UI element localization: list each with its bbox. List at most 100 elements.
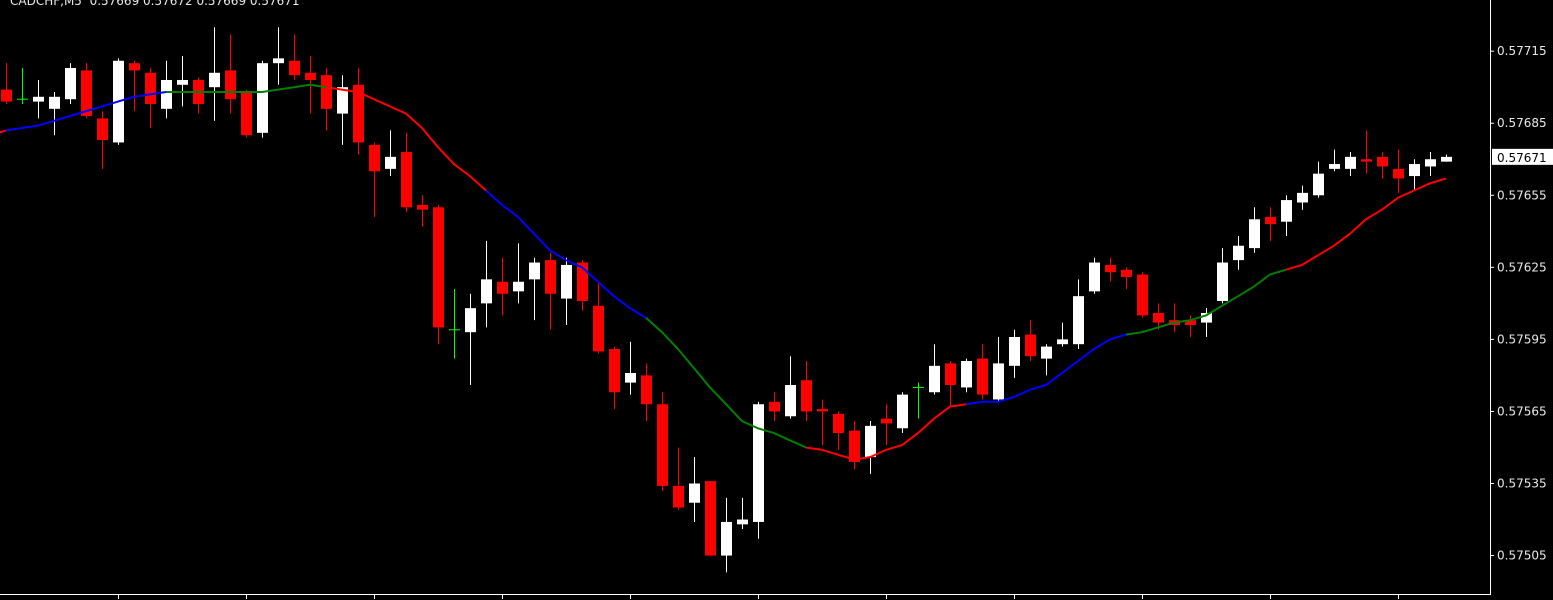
candle-body [1441,156,1452,162]
candle-body [305,72,316,80]
candle-body [961,361,972,388]
candle-body [545,260,556,294]
candle-body [977,358,988,395]
candle-body [65,67,76,100]
candle-body [1249,219,1260,249]
candle-body [353,84,364,143]
candle-body [161,79,172,109]
candle-body [561,264,572,299]
candle-body [417,204,428,210]
candle-body [1201,312,1212,323]
ma-line-segment [485,189,647,319]
candle-body [1041,346,1052,359]
candle-body [1009,336,1020,366]
candle-body [1057,339,1068,345]
candle-body [129,63,140,71]
candle-body [817,409,828,412]
candle-body [1153,312,1164,323]
candle-body [993,363,1004,400]
candle-body [689,483,700,503]
candle-body [625,373,636,383]
candle-body [769,401,780,412]
candle-body [225,70,236,100]
ma-line-segment [965,333,1127,406]
candle-body [833,413,844,434]
candle-body [1,89,12,102]
symbol-label: CADCHF,M5 [10,0,82,8]
candle-body [1345,156,1356,169]
candle-body [1409,164,1420,177]
candle-body [801,380,812,412]
candle-body [1089,262,1100,292]
candle-body [657,404,668,486]
ma-line-segment [0,129,7,134]
price-tick-label: 0.57565 [1497,404,1547,418]
candle-body [849,430,860,462]
price-tick-label: 0.57685 [1497,116,1547,130]
candle-body [1361,159,1372,162]
candle-body [785,385,796,417]
candle-body [209,72,220,88]
candle-body [865,425,876,458]
candle-body [513,281,524,292]
candle-body [497,281,508,294]
ma-line-segment [645,317,807,449]
candle-body [33,96,44,102]
candle-body [369,144,380,172]
candle-body [737,519,748,525]
candle-body [721,521,732,556]
candle-body [1105,264,1116,273]
price-tick-label: 0.57655 [1497,188,1547,202]
candle-body [1297,192,1308,203]
ma-line-segment [1285,177,1447,271]
candle-body [1281,200,1292,222]
candle-body [1185,320,1196,325]
candle-body [49,96,60,109]
candle-body [1425,159,1436,167]
candle-body [1233,245,1244,261]
candle-body [1025,334,1036,357]
candle-body [1377,156,1388,167]
current-price-box [1492,148,1553,165]
ma-line-segment [1125,268,1287,336]
candle-body [673,485,684,508]
candle-body [321,75,332,109]
candle-body [145,72,156,105]
candle-body [1137,274,1148,316]
price-tick-label: 0.57715 [1497,44,1547,58]
price-tick-label: 0.57505 [1497,549,1547,563]
candle-body [273,58,284,64]
candle-body [1393,168,1404,179]
candle-body [465,308,476,333]
price-tick-label: 0.57595 [1497,332,1547,346]
candle-body [1121,269,1132,277]
candle-body [289,60,300,76]
ma-line-segment [325,86,487,192]
candle-body [97,118,108,141]
candle-body [609,349,620,393]
candle-body [641,375,652,405]
candle-body [929,365,940,393]
candle-body [257,63,268,133]
candle-body [385,156,396,169]
candle-body [337,87,348,114]
candle-body [401,152,412,208]
ma-line-segment [5,91,167,132]
candle-body [1329,164,1340,169]
candle-body [1217,262,1228,301]
candle-body [1265,216,1276,225]
candle-body [529,262,540,280]
candle-body [1073,296,1084,345]
ma-line-segment [166,83,327,93]
candle-body [593,305,604,352]
price-tick-label: 0.57625 [1497,260,1547,274]
candle-body [577,262,588,301]
candle-body [81,70,92,117]
chart-title: CADCHF,M5 0.57669 0.57672 0.57669 0.5767… [10,0,300,8]
price-tick-label: 0.57535 [1497,477,1547,491]
candle-body [433,207,444,328]
candle-body [705,481,716,556]
ma-line-segment [805,403,967,461]
current-price-label: 0.57671 [1497,151,1547,165]
